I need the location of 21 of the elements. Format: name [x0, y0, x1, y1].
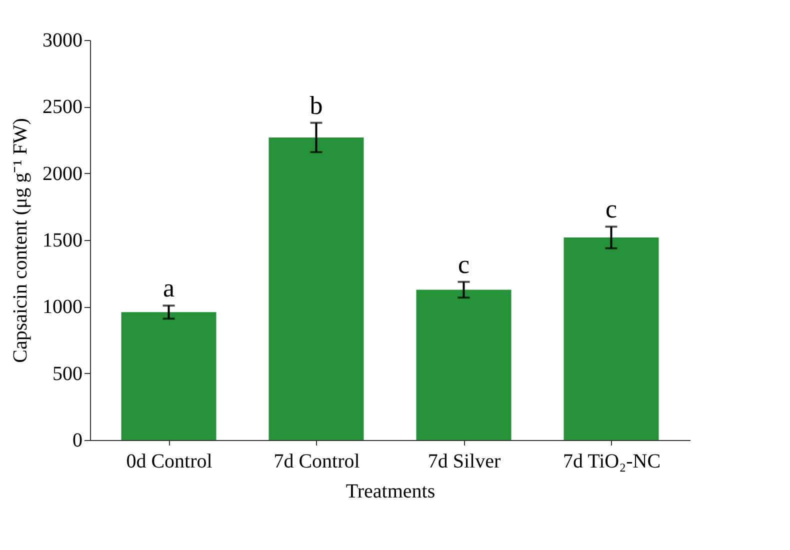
y-tick-label: 3000 — [42, 30, 82, 52]
x-tick-label: 0d Control — [126, 450, 213, 472]
x-tick-label: 7d Silver — [428, 450, 501, 472]
bar — [564, 237, 659, 440]
bar — [416, 290, 512, 440]
annotation: c — [458, 250, 470, 279]
y-tick-label: 2500 — [42, 96, 82, 118]
y-tick-label: 1000 — [42, 296, 82, 318]
x-tick-label: 7d Control — [274, 450, 360, 472]
bar — [268, 137, 364, 440]
y-tick-label: 1500 — [42, 230, 82, 252]
x-axis-title: Treatments — [346, 480, 436, 502]
annotation: c — [605, 194, 618, 224]
y-tick-label: 2000 — [42, 162, 82, 185]
x-tick-label: 7d TiO₂-NC — [562, 450, 661, 472]
annotation: b — [310, 90, 323, 120]
bar — [121, 312, 216, 440]
y-tick-label: 0 — [72, 430, 82, 452]
annotation: a — [162, 274, 175, 303]
y-axis-title: Capsaicin content (μg g⁻¹ FW) — [10, 118, 32, 363]
y-tick-label: 500 — [52, 362, 82, 385]
